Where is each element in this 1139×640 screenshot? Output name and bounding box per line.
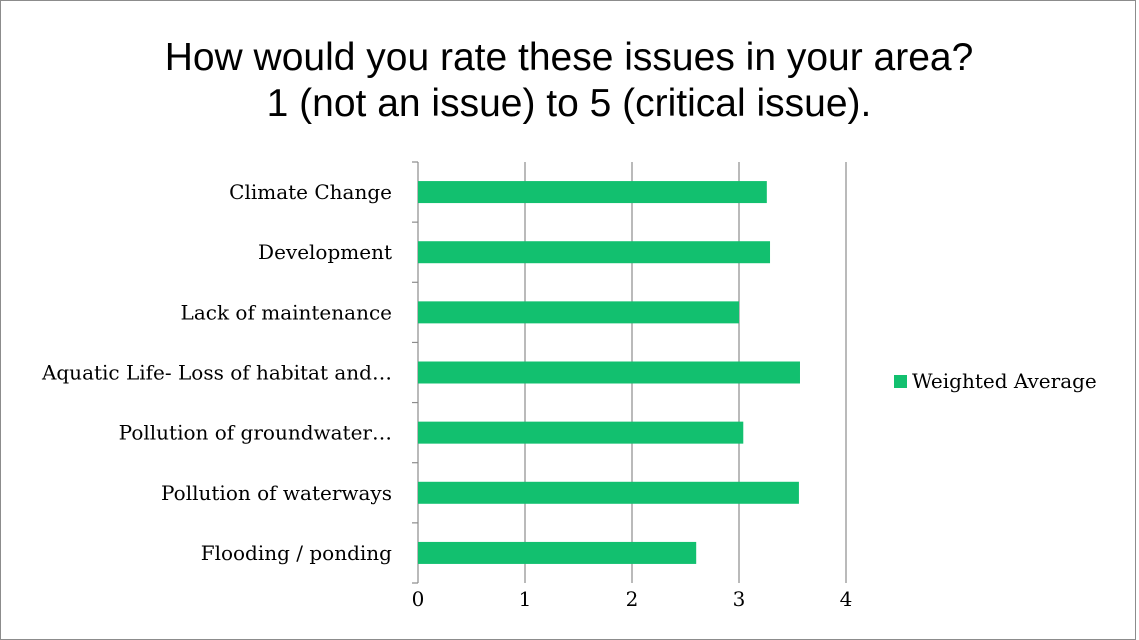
x-tick-label: 3 (733, 587, 746, 611)
bar (418, 181, 767, 204)
category-label: Lack of maintenance (181, 300, 392, 324)
x-tick-label: 2 (626, 587, 639, 611)
x-tick-label: 0 (412, 587, 425, 611)
bar (418, 421, 744, 444)
chart-title: How would you rate these issues in your … (164, 36, 974, 79)
bar-chart: 0 1 2 3 4 Climate Change Development Lack of ma… (41, 161, 1097, 611)
bar (418, 541, 697, 564)
chart-subtitle: 1 (not an issue) to 5 (critical issue). (266, 82, 872, 125)
category-label: Flooding / ponding (201, 541, 392, 565)
x-tick-label: 1 (519, 587, 532, 611)
category-label: Aquatic Life- Loss of habitat and… (41, 361, 392, 385)
category-label: Pollution of groundwater… (119, 421, 392, 445)
bar (418, 241, 771, 264)
category-label: Pollution of waterways (161, 481, 392, 505)
x-tick-label: 4 (840, 587, 853, 611)
chart-title-block: How would you rate these issues in your … (1, 35, 1137, 127)
bar (418, 301, 739, 324)
bar (418, 361, 800, 384)
bar (418, 481, 799, 504)
legend-swatch (894, 375, 907, 388)
legend-label: Weighted Average (912, 369, 1097, 393)
category-label: Climate Change (229, 180, 392, 204)
category-label: Development (258, 240, 392, 264)
